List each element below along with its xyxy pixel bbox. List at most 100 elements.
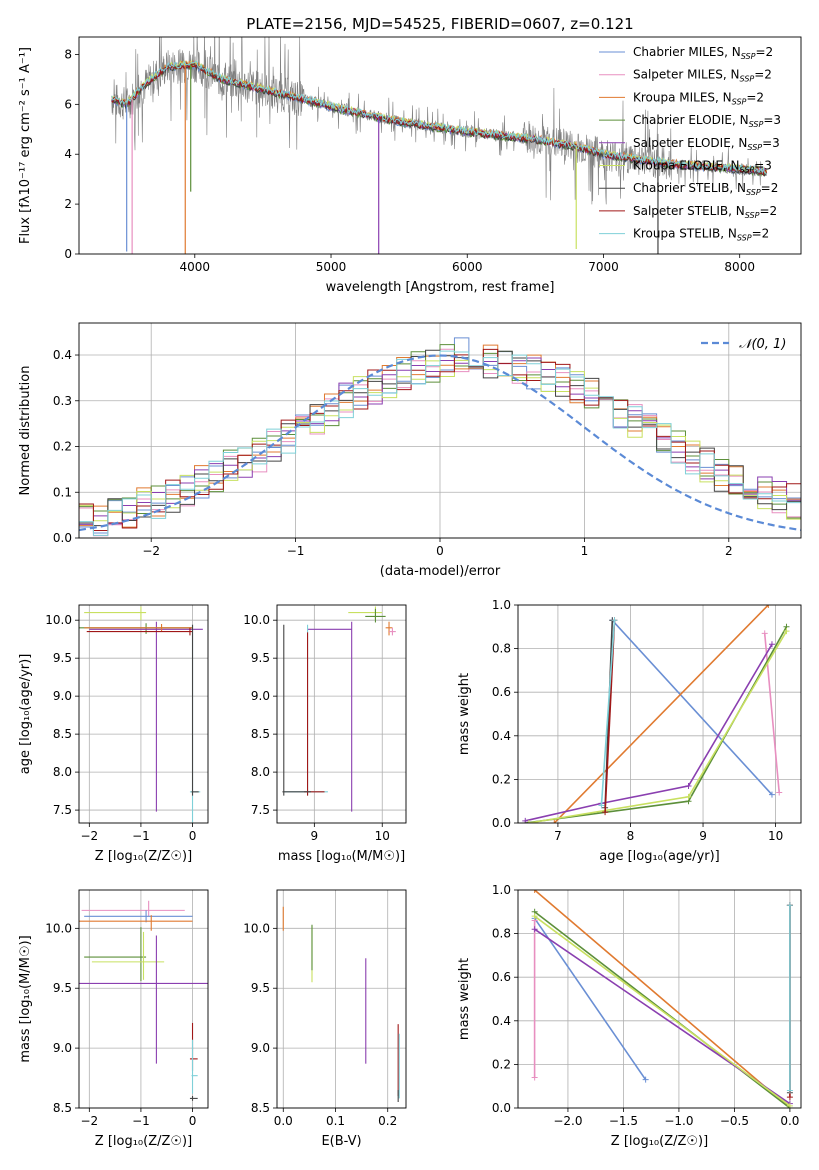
weight-marker [786,902,793,909]
weight-line-kroupa-miles [553,605,769,823]
x-tick-label: 6000 [452,260,483,274]
residuals-axes: −2 −1 0 1 2 0.0 0.1 0.2 0.3 0.4 (data-model)/error… [18,322,802,579]
x-axis-label: Z [log₁₀(Z/Z☉)] [95,1134,192,1149]
legend-entry: Kroupa STELIB, NSSP=2 [633,227,769,243]
y-tick-label: 0.2 [53,440,72,454]
model-spectrum-salpeter-stelib [111,61,768,177]
weight-marker [602,809,609,816]
y-axis-label: Normed distribution [18,366,33,496]
age_weight-plot [522,605,790,823]
y-tick-label: 0.3 [53,394,72,408]
x-tick-label: 0.2 [378,1114,397,1128]
weight-marker [685,793,692,800]
x-tick-label: 0 [189,829,197,843]
x-axis-label: mass [log₁₀(M/M☉)] [278,849,405,864]
normal-curve [79,354,801,532]
y-tick-label: 0.8 [492,927,511,941]
y-tick-label: 10.0 [45,921,72,935]
y-tick-label: 9.5 [251,651,270,665]
errorbar-point [89,621,203,812]
y-tick-label: 10.0 [243,921,270,935]
y-tick-label: 0 [64,247,72,261]
y-tick-label: 8.5 [53,1101,72,1115]
z_mass-plot [79,900,208,1101]
x-tick-label: −1 [132,1114,150,1128]
figure-title: PLATE=2156, MJD=54525, FIBERID=0607, z=0… [246,15,633,33]
y-axis-label: mass [log₁₀(M/M☉)] [18,935,33,1062]
y-tick-label: 1.0 [492,598,511,612]
y-tick-label: 2 [64,197,72,211]
axes-frame [78,604,209,824]
y-tick-label: 9.5 [53,651,72,665]
errorbar-point [389,627,396,636]
weight-marker [768,791,775,798]
weight-line-kroupa-stelib [600,620,616,806]
legend-entry: 𝒩(0, 1) [739,337,786,352]
y-tick-label: 4 [64,147,72,161]
x-tick-label: 8 [627,829,635,843]
y-tick-label: 9.0 [251,1041,270,1055]
x-axis-label: E(B-V) [321,1134,361,1149]
weight-marker [531,890,538,893]
errorbar-point [84,927,147,982]
errorbar-point [365,608,386,623]
y-axis-label: age [log₁₀(age/yr)] [18,654,33,775]
x-tick-label: 10 [375,829,390,843]
errorbar-point [189,1096,198,1101]
weight-marker [786,1094,793,1101]
errorbar-point [189,624,201,823]
weight-marker [531,1074,538,1081]
y-tick-label: 8.0 [53,765,72,779]
weight-marker [783,628,790,635]
y-axis-label: Flux [fλ10⁻¹⁷ erg cm⁻² s⁻¹ A⁻¹] [18,47,33,244]
ebv_mass-axes: 0.0 0.1 0.2 8.5 9.0 9.5 10.0 E(B-V) [243,889,407,1149]
x-tick-label: 4000 [180,260,211,274]
y-tick-label: 8.5 [53,727,72,741]
x-axis-label: (data-model)/error [380,564,501,579]
weight-marker [598,802,605,809]
weight-marker [786,1087,793,1094]
axes-frame [78,889,209,1109]
weight-marker [551,820,558,823]
weight-line-chabrier-miles [533,917,647,1081]
y-axis-label: mass weight [457,958,472,1040]
x-tick-label: 0 [436,544,444,558]
weight-line-chabrier-elodie [525,626,788,823]
x-tick-label: −1 [287,544,305,558]
x-tick-label: −2 [142,544,160,558]
x-tick-label: 0.0 [274,1114,293,1128]
x-tick-label: 9 [311,829,319,843]
y-tick-label: 7.5 [53,803,72,817]
y-tick-label: 0.6 [492,685,511,699]
spectrum-axes: 4000 5000 6000 7000 8000 0 2 4 6 8 wavelength [Ang… [18,36,802,295]
weight-line-kroupa-elodie [534,915,791,1107]
y-tick-label: 0.4 [492,1014,511,1028]
legend-entry: Salpeter MILES, NSSP=2 [633,68,772,84]
y-tick-label: 0.4 [53,348,72,362]
y-tick-label: 9.0 [251,689,270,703]
x-tick-label: −1.5 [609,1114,638,1128]
errorbar-point [84,910,193,923]
axes-frame [517,604,802,824]
errorbar-point [79,915,193,931]
errorbar-point [79,935,208,1064]
y-tick-label: 7.5 [251,803,270,817]
x-tick-label: 7000 [588,260,619,274]
errorbar-point [307,621,353,812]
x-tick-label: 5000 [316,260,347,274]
y-tick-label: 0.0 [492,816,511,830]
y-tick-label: 8.5 [251,1101,270,1115]
y-tick-label: 1.0 [492,883,511,897]
axes-frame [78,36,802,255]
weight-marker [531,913,538,920]
y-tick-label: 9.5 [53,981,72,995]
histogram-kroupa-stelib [79,350,801,538]
weight-marker [765,605,772,608]
spectrum-plot [111,37,768,254]
residuals-plot [79,337,801,538]
y-tick-label: 0.2 [492,772,511,786]
errorbar-point [282,624,311,796]
legend-entry: Kroupa ELODIE, NSSP=3 [633,159,772,175]
y-tick-label: 0.0 [53,531,72,545]
y-tick-label: 0.2 [492,1057,511,1071]
